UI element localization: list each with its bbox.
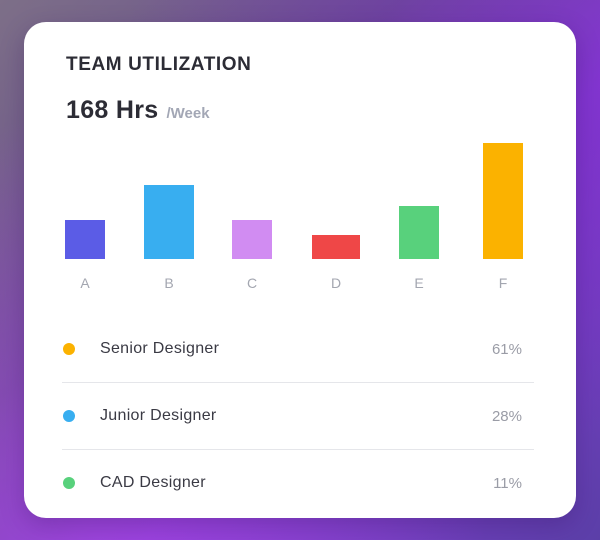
bar-e (399, 206, 439, 259)
legend-percent: 61% (491, 340, 522, 358)
legend-label: Senior Designer (100, 340, 220, 357)
utilization-card: TEAM UTILIZATION 168 Hrs /Week A B C D E F Se… (24, 22, 576, 518)
x-tick-label: B (164, 275, 173, 291)
legend-dot (63, 477, 75, 489)
x-tick-label: C (247, 275, 257, 291)
legend-dot (63, 343, 75, 355)
card-title: TEAM UTILIZATION (66, 54, 252, 75)
total-hours-value: 168 Hrs (66, 96, 159, 124)
total-hours-unit: /Week (166, 105, 210, 122)
legend-dot (63, 410, 75, 422)
legend-item: CAD Designer 11% (62, 450, 534, 516)
legend-label: Junior Designer (100, 407, 217, 424)
legend-percent: 28% (491, 407, 522, 425)
bar-a (65, 220, 105, 259)
bar-f (483, 143, 523, 259)
bar-c (232, 220, 272, 259)
legend-item: Senior Designer 61% (62, 316, 534, 383)
total-hours: 168 Hrs /Week (66, 96, 210, 125)
x-tick-label: F (499, 275, 508, 291)
x-tick-label: E (414, 275, 423, 291)
bar-d (312, 235, 360, 259)
bar-b (144, 185, 194, 259)
legend-label: CAD Designer (100, 474, 206, 491)
legend-item: Junior Designer 28% (62, 383, 534, 450)
legend-percent: 11% (493, 474, 522, 492)
x-tick-label: D (331, 275, 341, 291)
utilization-bar-chart: A B C D E F (65, 143, 523, 291)
legend-list: Senior Designer 61% Junior Designer 28% … (62, 316, 534, 516)
x-tick-label: A (80, 275, 90, 291)
